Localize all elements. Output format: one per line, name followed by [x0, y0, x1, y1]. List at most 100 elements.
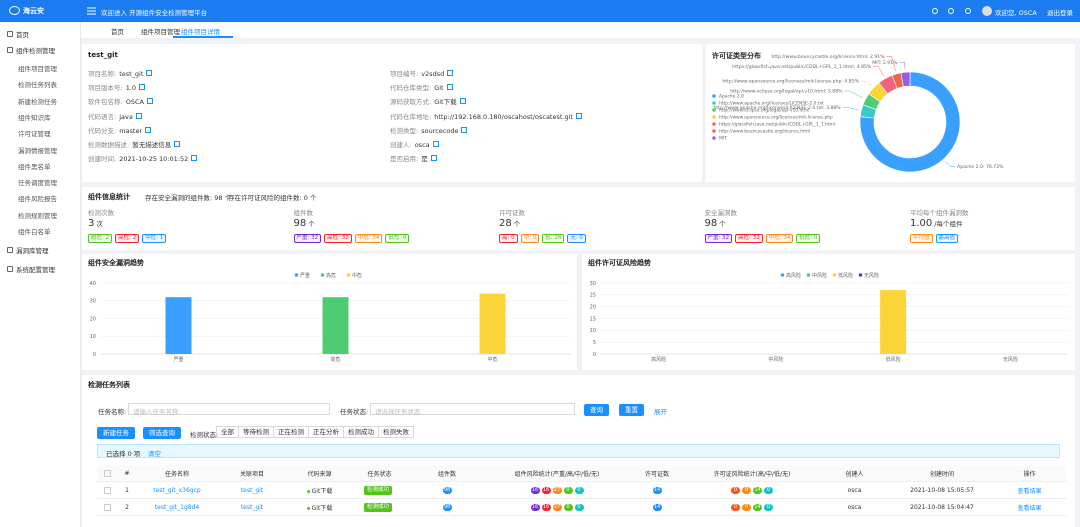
legend-label: MIT — [719, 136, 727, 142]
info-label: 项目编号: — [390, 70, 419, 78]
info-row: 代码仓库地址: http://192.168.0.180/oscahost/osc… — [390, 111, 582, 121]
cell-action[interactable]: 查看结果 — [992, 498, 1067, 516]
top-icon[interactable] — [965, 8, 971, 14]
count-badge: 14 — [652, 487, 662, 494]
menu-item[interactable]: 组件风险报告 — [18, 195, 57, 204]
expand-link[interactable]: 展开 — [654, 408, 667, 416]
y-tick-label: 25 — [590, 293, 596, 299]
status-option[interactable]: 检测成功 — [343, 426, 379, 438]
menu-item[interactable]: 任务调度管理 — [18, 179, 57, 188]
menu-item[interactable]: 首页 — [16, 31, 29, 39]
chart-panel: 组件安全漏洞趋势 0 10 20 30 40 严重 严重 高危 高危 中危 中危 — [82, 254, 577, 370]
search-button[interactable]: 查询 — [584, 404, 609, 416]
menu-item[interactable]: 系统配置管理 — [16, 266, 55, 274]
logout[interactable]: 退出登录 — [1047, 9, 1073, 17]
menu-item[interactable]: 新建检测任务 — [18, 97, 57, 106]
clear-link[interactable]: 清空 — [148, 450, 161, 458]
tab[interactable]: 组件项目详情 — [181, 28, 220, 36]
status-option[interactable]: 全部 — [216, 426, 239, 438]
menu-item[interactable]: 漏洞库管理 — [16, 247, 49, 255]
cell-action[interactable]: 查看结果 — [992, 481, 1067, 499]
tab[interactable]: 首页 — [111, 28, 124, 36]
checkbox[interactable] — [103, 503, 111, 511]
legend-label: http://www.apache.org/licenses/LICENSE-2… — [719, 101, 824, 107]
menu-item[interactable]: 组件检测管理 — [16, 47, 55, 55]
info-label: 创建时间: — [88, 155, 117, 164]
header-cell: 操作 — [992, 465, 1067, 482]
menu-icon — [7, 31, 13, 37]
header-cell: 组件数 — [407, 465, 487, 482]
stat-label: 平均每个组件漏洞数 — [910, 209, 969, 217]
status-option[interactable]: 正在分析 — [308, 426, 344, 438]
menu-item[interactable]: 组件知识库 — [18, 113, 51, 122]
legend-dot — [806, 273, 811, 277]
filter-input[interactable]: 请选择任务状态 — [370, 403, 575, 416]
stat-tag: 平均值 — [910, 234, 933, 243]
info-label: 代码分支: — [88, 126, 117, 135]
cell-name[interactable]: test_git_1g8d4 — [137, 498, 217, 516]
task-title: 检测任务列表 — [88, 381, 130, 389]
stat-number: 3 — [88, 218, 95, 229]
menu-item[interactable]: 组件项目管理 — [18, 65, 57, 73]
cell-project: test_git — [217, 498, 287, 516]
legend-dot — [712, 94, 716, 98]
cell-name[interactable]: test_git_x36gcp — [137, 481, 217, 499]
top-icon[interactable] — [932, 8, 938, 14]
info-row: 项目编号: v2sdsd — [390, 68, 454, 78]
header-cell: 创建人 — [817, 465, 892, 482]
risk-badge: 0 — [563, 504, 573, 511]
menu-item[interactable]: 许可证管理 — [18, 130, 51, 139]
source-text: Git下载 — [311, 487, 333, 495]
info-row: 软件包名称: OSCA — [88, 96, 153, 106]
stat-value: 98 个 — [294, 218, 315, 229]
cell-licenses: 14 — [627, 498, 687, 516]
tab-bar: 首页 组件项目管理 组件项目详情 — [81, 22, 1080, 38]
menu-item[interactable]: 组件黑名单 — [18, 162, 51, 171]
menu-item[interactable]: 组件白名单 — [18, 228, 51, 236]
cell-status: 检测成功 — [352, 498, 407, 516]
status-option[interactable]: 检测失败 — [378, 426, 414, 438]
info-row: 源码获取方式: Git下载 — [390, 96, 466, 106]
risk-badge: 16 — [541, 504, 551, 511]
stat-tags: 高: 0 中: 0 低: 28 无: 0 — [499, 233, 589, 243]
risk-badge: 0 — [764, 504, 773, 511]
edit-icon — [191, 155, 198, 162]
filter-input[interactable]: 请输入任务名称 — [128, 403, 330, 416]
label-line — [861, 80, 872, 87]
checkbox[interactable] — [103, 469, 111, 477]
info-value: 暂无描述信息 — [132, 141, 172, 149]
status-option[interactable]: 正在检测 — [273, 426, 309, 438]
tab[interactable]: 组件项目管理 — [141, 28, 180, 36]
top-icon[interactable] — [948, 8, 954, 14]
header-cell: 创建时间 — [892, 465, 992, 482]
reset-button[interactable]: 重置 — [619, 404, 644, 416]
header-cell: # — [117, 465, 137, 482]
info-row: 检测类型: sourcecode — [390, 125, 468, 135]
chart: Apache 2.0: 76.72% http://www.apache.org/… — [712, 54, 1004, 173]
info-label: 源码获取方式: — [390, 98, 432, 107]
stat-tag: 中: 0 — [520, 234, 540, 243]
filter-button[interactable]: 筛选查询 — [143, 427, 181, 439]
info-value: master — [119, 126, 143, 135]
table-row: 2 test_git_1g8d4 test_git Git下载 检测成功 98 16 16 27… — [97, 498, 1067, 516]
checkbox[interactable] — [103, 486, 111, 494]
stat-tag: 最高值 — [935, 234, 959, 243]
cell-source: Git下载 — [287, 481, 352, 499]
cell-creator: osca — [817, 481, 892, 499]
menu-item[interactable]: 漏洞情报管理 — [18, 146, 57, 155]
label-line — [899, 62, 906, 70]
menu-item[interactable]: 检测规则管理 — [18, 211, 57, 220]
stat-tag: 中危: 34 — [765, 234, 794, 243]
stat-label: 安全漏洞数 — [704, 209, 738, 217]
info-label: 创建人: — [390, 141, 412, 149]
edit-icon — [461, 126, 468, 133]
status-option[interactable]: 等待检测 — [238, 426, 274, 438]
menu-item[interactable]: 检测任务列表 — [18, 81, 57, 90]
y-tick-label: 0 — [93, 352, 96, 358]
stats-summary: 存在安全漏洞的组件数: 98 个 — [145, 194, 232, 202]
user-name: 欢迎您, OSCA — [995, 9, 1037, 17]
pie-slice — [859, 71, 961, 173]
label-line — [886, 56, 896, 72]
new-task-button[interactable]: 新建任务 — [97, 427, 135, 439]
stat-tag: 低: 28 — [542, 234, 565, 243]
